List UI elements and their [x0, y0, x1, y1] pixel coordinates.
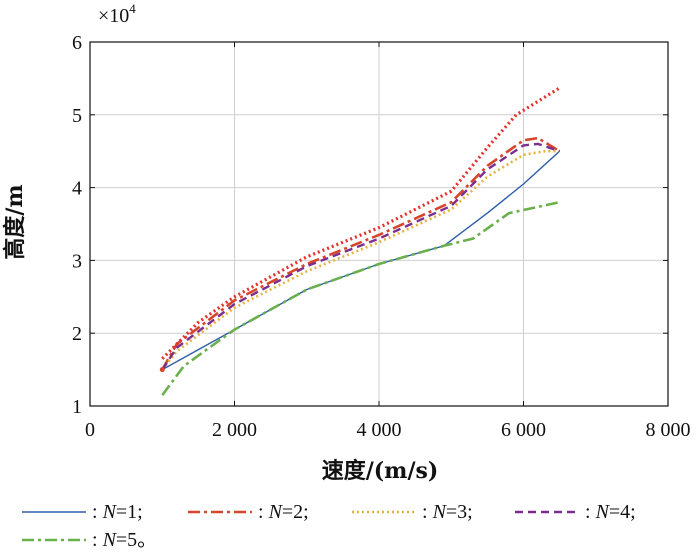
y-axis-ticks: 1 2 3 4 5 6	[72, 32, 668, 418]
legend-label-prefix: :	[422, 501, 433, 523]
x-tick-label: 8 000	[646, 419, 691, 441]
legend-label-suffix: =3;	[446, 501, 473, 523]
legend-label-variable: N	[432, 501, 448, 523]
series-line-6	[161, 86, 561, 360]
legend-label: : N=5。	[92, 529, 157, 551]
legend-label-prefix: :	[92, 501, 103, 523]
legend-label-variable: N	[595, 501, 611, 523]
series-line-3	[161, 149, 560, 371]
series-line-5	[161, 200, 560, 396]
legend-label-suffix: =4;	[609, 501, 636, 523]
legend-label: : N=3;	[422, 501, 473, 523]
series-line-4	[161, 142, 560, 371]
legend-label-suffix: =2;	[282, 501, 309, 523]
x-axis-title: 速度/(m/s)	[322, 458, 439, 484]
y-tick-label: 1	[72, 396, 82, 418]
y-tick-label: 5	[72, 105, 82, 127]
start-point-marker	[159, 367, 165, 373]
legend-label-variable: N	[268, 501, 284, 523]
y-tick-label: 3	[72, 250, 82, 272]
legend-label-prefix: :	[92, 529, 103, 551]
y-multiplier-exponent: 4	[129, 1, 136, 16]
legend: : N=1;: N=2;: N=3;: N=4;: N=5。	[22, 501, 636, 551]
legend-label: : N=2;	[258, 501, 309, 523]
legend-label-variable: N	[102, 529, 118, 551]
y-axis-multiplier: ×104	[98, 1, 136, 27]
legend-label-suffix: =1;	[116, 501, 143, 523]
legend-label: : N=1;	[92, 501, 143, 523]
legend-label: : N=4;	[585, 501, 636, 523]
y-axis-title: 高度/m	[2, 184, 28, 259]
x-tick-label: 0	[85, 419, 95, 441]
y-tick-label: 2	[72, 323, 82, 345]
y-multiplier-base: ×10	[98, 5, 129, 27]
series-lines	[159, 86, 561, 396]
x-tick-label: 6 000	[501, 419, 546, 441]
x-tick-label: 4 000	[357, 419, 402, 441]
y-tick-label: 6	[72, 32, 82, 54]
x-tick-label: 2 000	[212, 419, 257, 441]
series-line-2	[161, 136, 561, 371]
legend-label-suffix: =5。	[116, 529, 157, 551]
x-axis-ticks: 0 2 000 4 000 6 000 8 000	[85, 42, 691, 441]
legend-label-prefix: :	[258, 501, 269, 523]
series-line-1	[161, 150, 561, 371]
y-tick-label: 4	[72, 178, 82, 200]
legend-label-prefix: :	[585, 501, 596, 523]
legend-label-variable: N	[102, 501, 118, 523]
